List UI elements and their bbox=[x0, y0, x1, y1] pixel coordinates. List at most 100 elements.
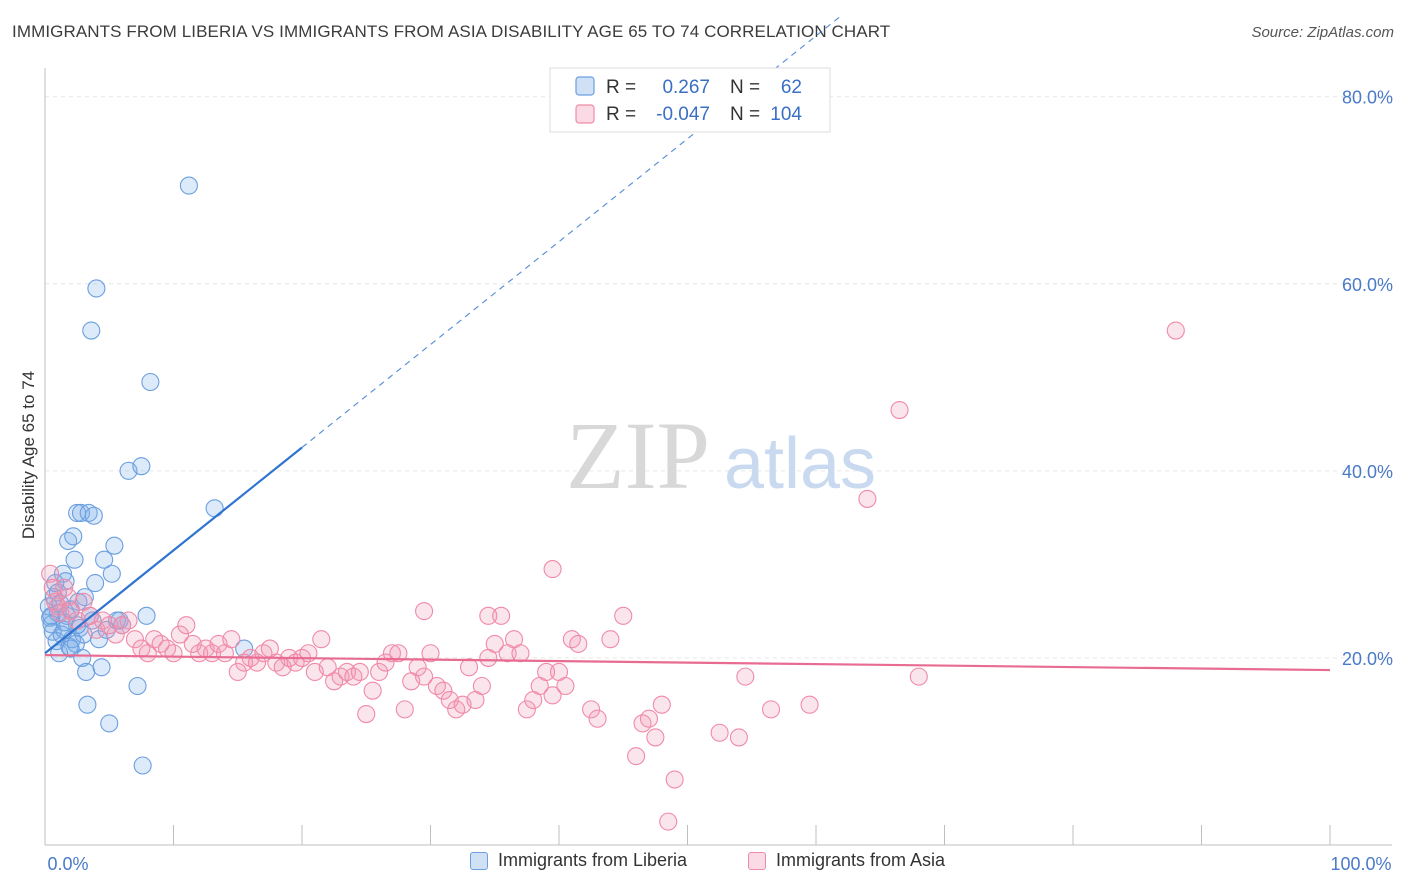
asia-point-20 bbox=[145, 630, 164, 649]
asia-point-62 bbox=[415, 667, 434, 686]
asia-point-7 bbox=[61, 602, 80, 621]
liberia-point-8 bbox=[50, 644, 69, 663]
liberia-point-43 bbox=[102, 564, 121, 583]
series-legend: Immigrants from Liberia Immigrants from … bbox=[0, 850, 1406, 880]
liberia-point-59 bbox=[61, 639, 80, 658]
asia-point-106 bbox=[909, 667, 928, 686]
asia-point-52 bbox=[350, 662, 369, 682]
asia-point-50 bbox=[337, 662, 357, 682]
asia-point-109 bbox=[601, 630, 620, 649]
watermark-zip: ZIP bbox=[566, 402, 710, 509]
asia-point-15 bbox=[113, 616, 132, 635]
asia-point-77 bbox=[511, 644, 530, 663]
liberia-point-50 bbox=[132, 457, 151, 476]
asia-point-84 bbox=[556, 676, 575, 696]
asia-point-0 bbox=[41, 564, 60, 583]
stat-r-value-2: -0.047 bbox=[656, 104, 710, 125]
liberia-point-29 bbox=[77, 662, 96, 682]
liberia-point-44 bbox=[105, 536, 124, 555]
asia-point-49 bbox=[331, 667, 350, 686]
x-tick-label-left: 0.0% bbox=[47, 854, 88, 874]
stat-n-label-1: N = bbox=[730, 77, 760, 98]
asia-point-91 bbox=[588, 709, 607, 728]
stat-r-label-2: R = bbox=[606, 104, 636, 125]
asia-point-64 bbox=[427, 676, 446, 696]
asia-point-78 bbox=[517, 700, 536, 719]
asia-point-14 bbox=[106, 625, 125, 644]
y-tick-label-40: 40.0% bbox=[1342, 462, 1393, 482]
legend-label-liberia: Immigrants from Liberia bbox=[498, 850, 688, 870]
asia-point-21 bbox=[151, 634, 170, 653]
asia-point-96 bbox=[639, 709, 659, 728]
y-tick-label-80: 80.0% bbox=[1342, 88, 1393, 108]
legend-item-liberia[interactable]: Immigrants from Liberia bbox=[470, 850, 687, 871]
gridlines bbox=[45, 96, 1392, 659]
asia-point-25 bbox=[177, 616, 196, 635]
asia-point-13 bbox=[100, 616, 119, 635]
stats-swatch-liberia bbox=[575, 76, 595, 96]
asia-point-55 bbox=[370, 662, 389, 682]
asia-point-53 bbox=[357, 704, 376, 724]
asia-point-103 bbox=[761, 700, 781, 719]
watermark-atlas: atlas bbox=[724, 424, 876, 504]
stat-n-label-2: N = bbox=[730, 104, 760, 125]
liberia-point-33 bbox=[82, 321, 101, 340]
liberia-point-30 bbox=[78, 695, 97, 714]
liberia-point-20 bbox=[65, 550, 84, 569]
y-tick-labels: 20.0% 40.0% 60.0% 80.0% bbox=[1342, 88, 1393, 669]
asia-point-71 bbox=[472, 676, 491, 696]
liberia-point-55 bbox=[205, 499, 224, 518]
stats-swatch-asia bbox=[575, 104, 595, 124]
asia-point-102 bbox=[736, 667, 755, 686]
stat-n-value-1: 62 bbox=[781, 77, 802, 98]
asia-point-65 bbox=[434, 681, 453, 700]
liberia-point-35 bbox=[84, 506, 103, 525]
asia-point-97 bbox=[652, 695, 671, 714]
asia-point-98 bbox=[665, 770, 684, 789]
legend-item-asia[interactable]: Immigrants from Asia bbox=[748, 850, 945, 871]
asia-point-107 bbox=[890, 401, 909, 420]
chart-title: IMMIGRANTS FROM LIBERIA VS IMMIGRANTS FR… bbox=[12, 22, 891, 41]
axes bbox=[44, 68, 1392, 846]
source-label: Source: ZipAtlas.com bbox=[1251, 24, 1394, 41]
legend-swatch-liberia bbox=[470, 851, 488, 870]
y-axis-label: Disability Age 65 to 74 bbox=[19, 371, 38, 539]
liberia-point-39 bbox=[92, 658, 111, 677]
asia-point-12 bbox=[93, 611, 112, 630]
asia-point-94 bbox=[633, 714, 652, 733]
asia-point-5 bbox=[55, 578, 74, 597]
asia-point-92 bbox=[614, 606, 633, 625]
liberia-point-31 bbox=[79, 503, 98, 522]
liberia-point-54 bbox=[179, 176, 198, 195]
liberia-point-11 bbox=[53, 564, 73, 583]
asia-point-88 bbox=[479, 606, 498, 625]
asia-point-63 bbox=[421, 644, 440, 663]
liberia-point-53 bbox=[141, 372, 160, 392]
asia-point-108 bbox=[1166, 321, 1185, 340]
legend-swatch-asia bbox=[748, 851, 766, 870]
asia-point-90 bbox=[582, 700, 601, 719]
asia-point-17 bbox=[125, 630, 144, 649]
liberia-point-42 bbox=[100, 714, 119, 733]
asia-point-58 bbox=[389, 644, 408, 663]
liberia-point-51 bbox=[133, 756, 152, 775]
asia-point-104 bbox=[800, 695, 819, 714]
asia-point-46 bbox=[312, 630, 331, 649]
asia-point-101 bbox=[729, 728, 748, 747]
asia-point-69 bbox=[459, 658, 479, 677]
stat-r-label-1: R = bbox=[606, 77, 636, 98]
y-tick-label-60: 60.0% bbox=[1342, 275, 1393, 295]
asia-point-32 bbox=[222, 630, 241, 649]
data-points bbox=[39, 176, 1185, 831]
asia-point-86 bbox=[569, 634, 588, 653]
y-tick-label-20: 20.0% bbox=[1342, 649, 1393, 669]
liberia-point-23 bbox=[69, 592, 88, 611]
asia-point-16 bbox=[119, 611, 138, 630]
asia-point-51 bbox=[344, 667, 363, 686]
liberia-point-37 bbox=[87, 279, 106, 298]
asia-point-33 bbox=[228, 662, 247, 682]
stat-n-value-2: 104 bbox=[770, 104, 802, 125]
asia-point-99 bbox=[659, 812, 678, 831]
asia-point-57 bbox=[382, 644, 402, 663]
